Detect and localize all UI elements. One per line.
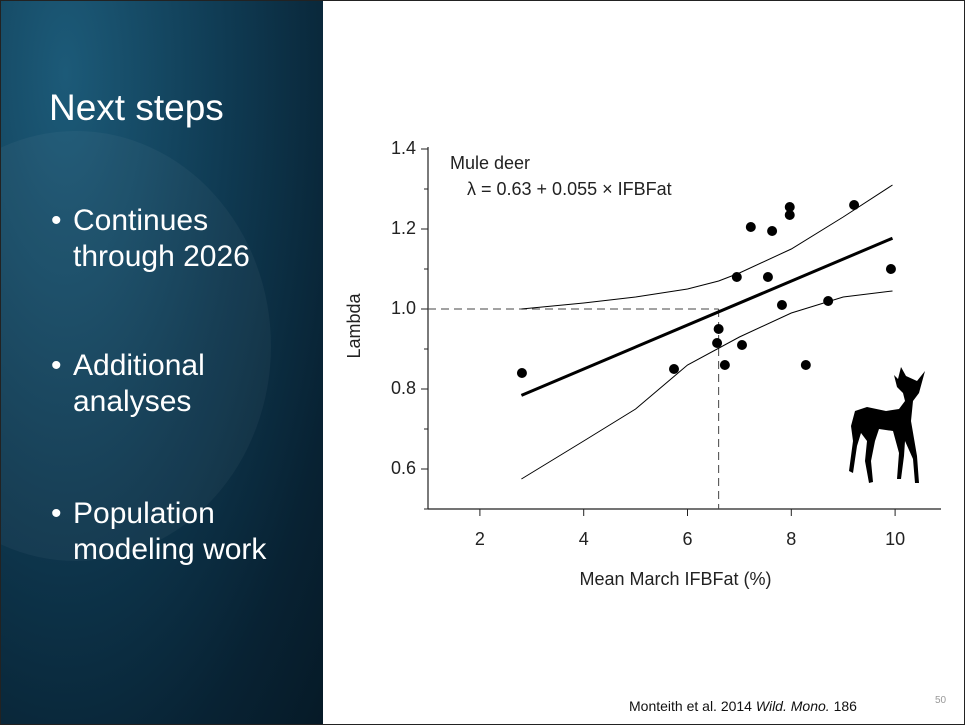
regression-line	[520, 236, 894, 397]
data-point	[823, 296, 834, 306]
x-tick-label: 6	[682, 529, 692, 549]
citation-authors: Monteith et al. 2014	[629, 698, 752, 714]
citation-number: 186	[833, 698, 857, 714]
x-tick-label: 10	[885, 529, 905, 549]
confidence-band-lower	[521, 290, 893, 480]
data-point	[767, 226, 778, 236]
data-point	[719, 360, 730, 370]
chart: 0.6 0.8 1.0 1.2 1.4 2 4 6 8 10 Mean March IFBFat (…	[344, 138, 941, 589]
data-point	[712, 338, 723, 348]
y-tick-label: 1.2	[391, 218, 416, 238]
data-point	[784, 202, 795, 212]
x-tick-label: 2	[475, 529, 485, 549]
data-point	[745, 222, 756, 232]
y-tick-label: 0.8	[391, 378, 416, 398]
annotation: λ = 0.63 + 0.055 × IFBFat	[467, 179, 672, 199]
data-point	[762, 272, 773, 282]
citation: Monteith et al. 2014 Wild. Mono. 186	[629, 698, 857, 714]
x-tick-label: 8	[786, 529, 796, 549]
x-axis-label: Mean March IFBFat (%)	[579, 569, 771, 589]
data-point	[849, 200, 860, 210]
data-point	[800, 360, 811, 370]
data-point	[784, 210, 795, 220]
slide-title: Next steps	[49, 87, 224, 128]
data-point	[669, 364, 680, 374]
data-point	[516, 368, 527, 378]
bullet: Additional analyses	[51, 348, 318, 420]
annotation: Mule deer	[450, 153, 530, 173]
data-point	[713, 324, 724, 334]
y-axis-label: Lambda	[344, 292, 364, 358]
data-point	[736, 340, 747, 350]
confidence-band-upper	[521, 184, 893, 310]
data-point	[885, 264, 896, 274]
y-tick-label: 1.0	[391, 298, 416, 318]
deer-silhouette	[849, 367, 925, 483]
data-point	[776, 300, 787, 310]
x-tick-label: 4	[579, 529, 589, 549]
bullet: Population modeling work	[51, 496, 318, 568]
y-tick-label: 0.6	[391, 458, 416, 478]
data-point	[731, 272, 742, 282]
citation-journal: Wild. Mono.	[755, 698, 830, 714]
bullet: Continues through 2026	[51, 203, 318, 275]
y-tick-label: 1.4	[391, 138, 416, 158]
page-number: 50	[935, 695, 947, 706]
